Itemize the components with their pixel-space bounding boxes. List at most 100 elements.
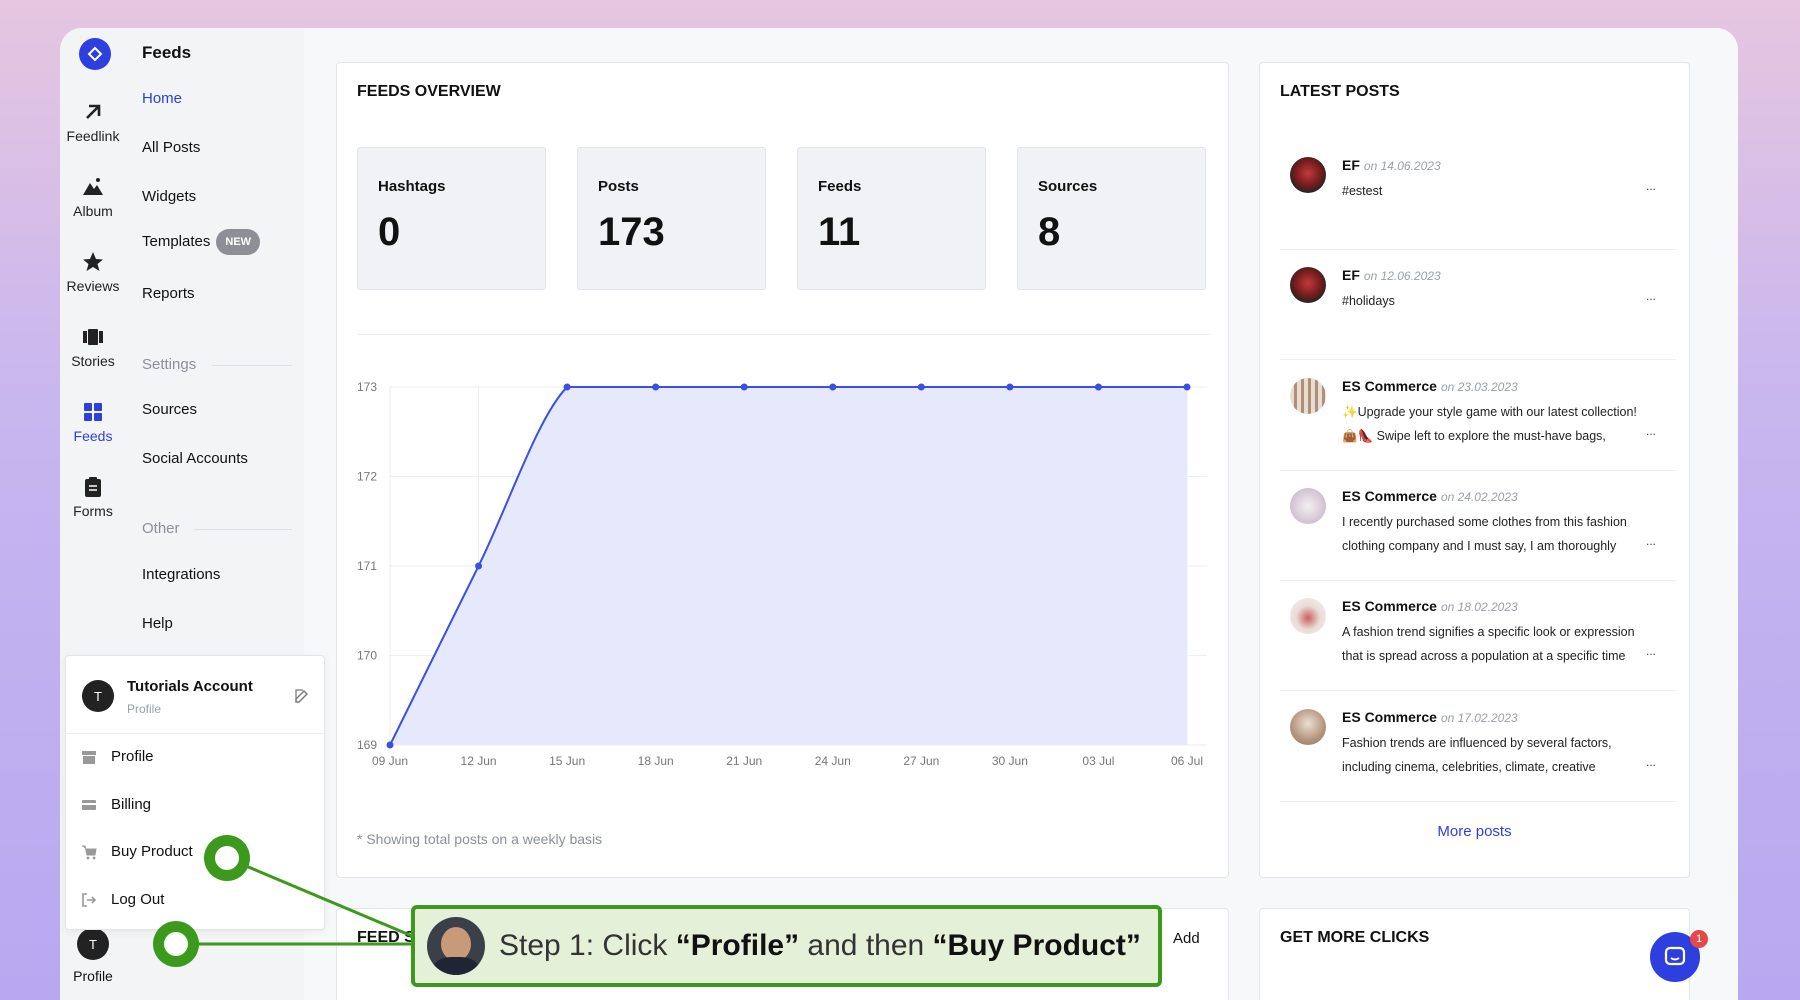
arrow-up-right-icon bbox=[86, 104, 101, 119]
post-date: on 14.06.2023 bbox=[1363, 159, 1441, 173]
nav-item-widgets[interactable]: Widgets bbox=[142, 188, 197, 205]
rail-item-album[interactable]: Album bbox=[60, 175, 126, 219]
x-tick-label: 09 Jun bbox=[372, 754, 408, 768]
nav-item-templates[interactable]: Templates NEW bbox=[142, 229, 261, 255]
notification-badge: 1 bbox=[1690, 930, 1708, 948]
x-tick-label: 24 Jun bbox=[815, 754, 851, 768]
x-tick-label: 03 Jul bbox=[1082, 754, 1114, 768]
nav-item-home[interactable]: Home bbox=[142, 90, 183, 107]
rail-item-stories[interactable]: Stories bbox=[60, 325, 126, 369]
data-point bbox=[652, 383, 660, 391]
rail-item-reviews[interactable]: Reviews bbox=[60, 250, 126, 294]
account-sub: Profile bbox=[127, 702, 162, 716]
nav-section-label: Settings bbox=[142, 356, 197, 373]
menu-item-log-out[interactable]: Log Out bbox=[81, 891, 164, 908]
avatar bbox=[1290, 709, 1326, 745]
nav-item-social-accounts[interactable]: Social Accounts bbox=[142, 450, 248, 467]
stat-posts[interactable]: Posts 173 bbox=[577, 147, 766, 290]
stat-label: Posts bbox=[598, 178, 639, 195]
post-text: #holidays bbox=[1342, 294, 1395, 308]
rail-item-forms[interactable]: Forms bbox=[60, 475, 126, 519]
menu-item-billing[interactable]: Billing bbox=[81, 796, 151, 813]
divider bbox=[357, 334, 1210, 335]
stat-hashtags[interactable]: Hashtags 0 bbox=[357, 147, 546, 290]
x-tick-label: 15 Jun bbox=[549, 754, 585, 768]
rail-label: Album bbox=[73, 203, 113, 219]
post-author: EF on 14.06.2023 bbox=[1342, 157, 1441, 173]
nav-item-integrations[interactable]: Integrations bbox=[142, 566, 221, 583]
step-instruction-banner: Step 1: Click “Profile” and then “Buy Pr… bbox=[411, 905, 1162, 987]
rail-label: Stories bbox=[71, 353, 115, 369]
divider bbox=[66, 733, 324, 734]
rail-profile[interactable]: T Profile bbox=[60, 928, 126, 984]
nav-section-settings: Settings bbox=[142, 356, 292, 373]
add-feed-button[interactable]: Add bbox=[1173, 930, 1200, 947]
rail-item-feeds[interactable]: Feeds bbox=[60, 400, 126, 444]
post-ellipsis: ... bbox=[1645, 289, 1656, 303]
clipboard-icon bbox=[85, 477, 101, 497]
post-text: Fashion trends are influenced by several… bbox=[1342, 736, 1612, 774]
stories-icon bbox=[83, 329, 103, 345]
post-author: ES Commerce on 17.02.2023 bbox=[1342, 709, 1518, 725]
latest-posts-title: LATEST POSTS bbox=[1280, 83, 1400, 100]
nav-item-sources[interactable]: Sources bbox=[142, 401, 198, 418]
annotation-marker-buy-product bbox=[204, 835, 250, 881]
nav-section-other: Other bbox=[142, 520, 292, 537]
post-text: I recently purchased some clothes from t… bbox=[1342, 515, 1627, 553]
logout-icon bbox=[82, 892, 97, 907]
post-date: on 12.06.2023 bbox=[1363, 269, 1441, 283]
menu-item-label: Profile bbox=[111, 748, 154, 765]
chart-note: * Showing total posts on a weekly basis bbox=[357, 831, 603, 847]
post-text: ✨Upgrade your style game with our latest… bbox=[1342, 405, 1637, 443]
data-point bbox=[1183, 383, 1191, 391]
avatar: T bbox=[77, 928, 109, 960]
rail-label: Feedlink bbox=[66, 128, 120, 144]
stat-label: Sources bbox=[1038, 178, 1098, 195]
grid-icon bbox=[84, 403, 102, 421]
menu-item-buy-product[interactable]: Buy Product bbox=[81, 843, 193, 860]
stat-value: 11 bbox=[818, 210, 861, 254]
more-posts-link[interactable]: More posts bbox=[1437, 823, 1512, 840]
post-date: on 24.02.2023 bbox=[1440, 490, 1518, 504]
post-date: on 18.02.2023 bbox=[1440, 600, 1518, 614]
data-point bbox=[386, 741, 394, 749]
y-tick-label: 169 bbox=[357, 738, 377, 752]
app-logo-icon[interactable] bbox=[79, 38, 111, 70]
star-icon bbox=[83, 252, 103, 271]
get-more-clicks-card: GET MORE CLICKS bbox=[1259, 908, 1690, 1000]
nav-item-reports[interactable]: Reports bbox=[142, 285, 195, 302]
avatar bbox=[1290, 598, 1326, 634]
stat-sources[interactable]: Sources 8 bbox=[1017, 147, 1206, 290]
post-date: on 17.02.2023 bbox=[1440, 711, 1518, 725]
x-tick-label: 27 Jun bbox=[903, 754, 939, 768]
nav-title: Feeds bbox=[142, 43, 192, 62]
menu-item-profile[interactable]: Profile bbox=[81, 748, 154, 765]
x-tick-label: 12 Jun bbox=[461, 754, 497, 768]
edit-icon[interactable] bbox=[294, 688, 310, 704]
divider bbox=[1280, 801, 1676, 802]
stat-feeds[interactable]: Feeds 11 bbox=[797, 147, 986, 290]
post-ellipsis: ... bbox=[1645, 179, 1656, 193]
nav-item-all-posts[interactable]: All Posts bbox=[142, 139, 201, 156]
post-text: #estest bbox=[1342, 184, 1383, 198]
overview-title: FEEDS OVERVIEW bbox=[357, 83, 501, 100]
chat-icon bbox=[1664, 946, 1686, 966]
x-tick-label: 06 Jul bbox=[1171, 754, 1203, 768]
stat-value: 0 bbox=[378, 210, 401, 254]
presenter-avatar bbox=[427, 917, 485, 975]
avatar bbox=[1290, 378, 1326, 414]
y-tick-label: 172 bbox=[357, 470, 377, 484]
account-name: Tutorials Account bbox=[127, 678, 253, 695]
post-ellipsis: ... bbox=[1645, 534, 1656, 548]
avatar bbox=[1290, 488, 1326, 524]
rail-item-feedlink[interactable]: Feedlink bbox=[60, 100, 126, 144]
post-text: A fashion trend signifies a specific loo… bbox=[1342, 625, 1635, 663]
rail-profile-label: Profile bbox=[73, 968, 113, 984]
menu-item-label: Log Out bbox=[111, 891, 165, 908]
posts-chart: 173 172 171 170 169 09 Jun 12 Jun 15 Jun 18 Jun 2… bbox=[357, 380, 1207, 768]
stat-value: 173 bbox=[598, 210, 665, 254]
nav-item-help[interactable]: Help bbox=[142, 615, 173, 632]
divider bbox=[1280, 580, 1676, 581]
post-ellipsis: ... bbox=[1645, 424, 1656, 438]
